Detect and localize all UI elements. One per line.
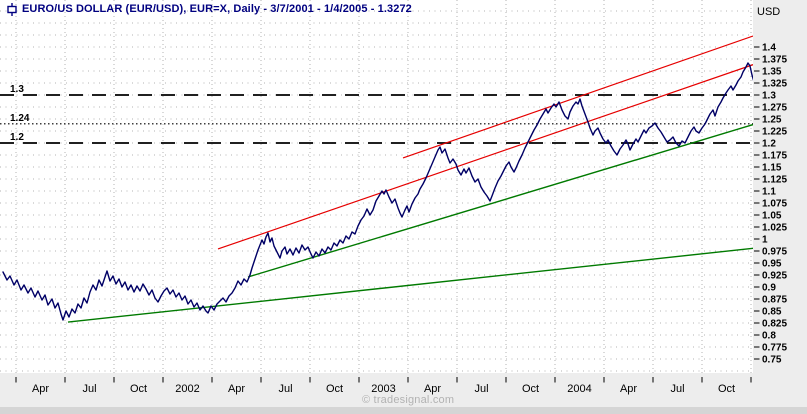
trendline-support-steep-green[interactable] <box>247 123 755 278</box>
trendline-channel-upper-red[interactable] <box>402 35 753 159</box>
y-axis-label: 0.825 <box>762 319 787 330</box>
x-axis-label: 2002 <box>175 383 199 395</box>
y-axis-label: 1.1 <box>762 187 776 198</box>
x-axis-label: Apr <box>32 383 49 395</box>
x-axis-label: Apr <box>424 383 441 395</box>
watermark: © tradesignal.com <box>362 394 455 406</box>
x-axis-label: Jul <box>670 383 684 395</box>
y-axis-label: 0.95 <box>762 259 782 270</box>
instrument-pin-icon[interactable] <box>6 2 18 16</box>
x-axis-label: 2004 <box>567 383 591 395</box>
x-axis-label: Apr <box>228 383 245 395</box>
axis-unit-label: USD <box>757 6 781 18</box>
trendline-support-long-green[interactable] <box>67 247 755 323</box>
x-axis-label: Oct <box>130 383 147 395</box>
y-axis-label: 1.325 <box>762 79 787 90</box>
y-axis-label: 1.35 <box>762 67 782 78</box>
level-label-1.2: 1.2 <box>10 132 24 143</box>
y-axis-label: 1.15 <box>762 163 782 174</box>
y-axis-label: 1 <box>762 235 768 246</box>
y-axis-label: 0.775 <box>762 343 787 354</box>
level-label-1.3: 1.3 <box>10 84 24 95</box>
y-axis-label: 1.4 <box>762 43 776 54</box>
level-label-1.24: 1.24 <box>10 113 30 124</box>
y-axis-label: 1.175 <box>762 151 787 162</box>
y-axis-label: 0.85 <box>762 307 782 318</box>
x-axis-label: Oct <box>522 383 539 395</box>
y-axis-label: 1.025 <box>762 223 787 234</box>
x-axis-label: Oct <box>326 383 343 395</box>
y-axis-label: 1.225 <box>762 127 787 138</box>
x-axis-label: Jul <box>278 383 292 395</box>
y-axis-label: 1.075 <box>762 199 787 210</box>
y-axis-label: 0.8 <box>762 331 776 342</box>
y-axis-label: 1.3 <box>762 91 776 102</box>
y-axis-label: 1.2 <box>762 139 776 150</box>
y-axis-label: 0.975 <box>762 247 787 258</box>
price-line[interactable] <box>2 62 754 321</box>
y-axis-label: 0.875 <box>762 295 787 306</box>
bottom-frame-band <box>0 407 807 414</box>
chart-title: EURO/US DOLLAR (EUR/USD), EUR=X, Daily -… <box>22 3 412 15</box>
x-axis-label: Jul <box>474 383 488 395</box>
y-axis-label: 1.125 <box>762 175 787 186</box>
x-axis-label: Apr <box>620 383 637 395</box>
x-axis-label: 2003 <box>371 383 395 395</box>
x-axis-label: Oct <box>718 383 735 395</box>
chart-header: EURO/US DOLLAR (EUR/USD), EUR=X, Daily -… <box>0 2 412 16</box>
y-axis-label: 1.05 <box>762 211 782 222</box>
y-axis-label: 1.375 <box>762 55 787 66</box>
y-axis-label: 0.925 <box>762 271 787 282</box>
y-axis-label: 0.75 <box>762 355 782 366</box>
y-axis-label: 1.25 <box>762 115 782 126</box>
y-axis-label: 0.9 <box>762 283 776 294</box>
x-axis-label: Jul <box>82 383 96 395</box>
y-axis-label: 1.275 <box>762 103 787 114</box>
trendline-channel-lower-red[interactable] <box>217 64 755 250</box>
